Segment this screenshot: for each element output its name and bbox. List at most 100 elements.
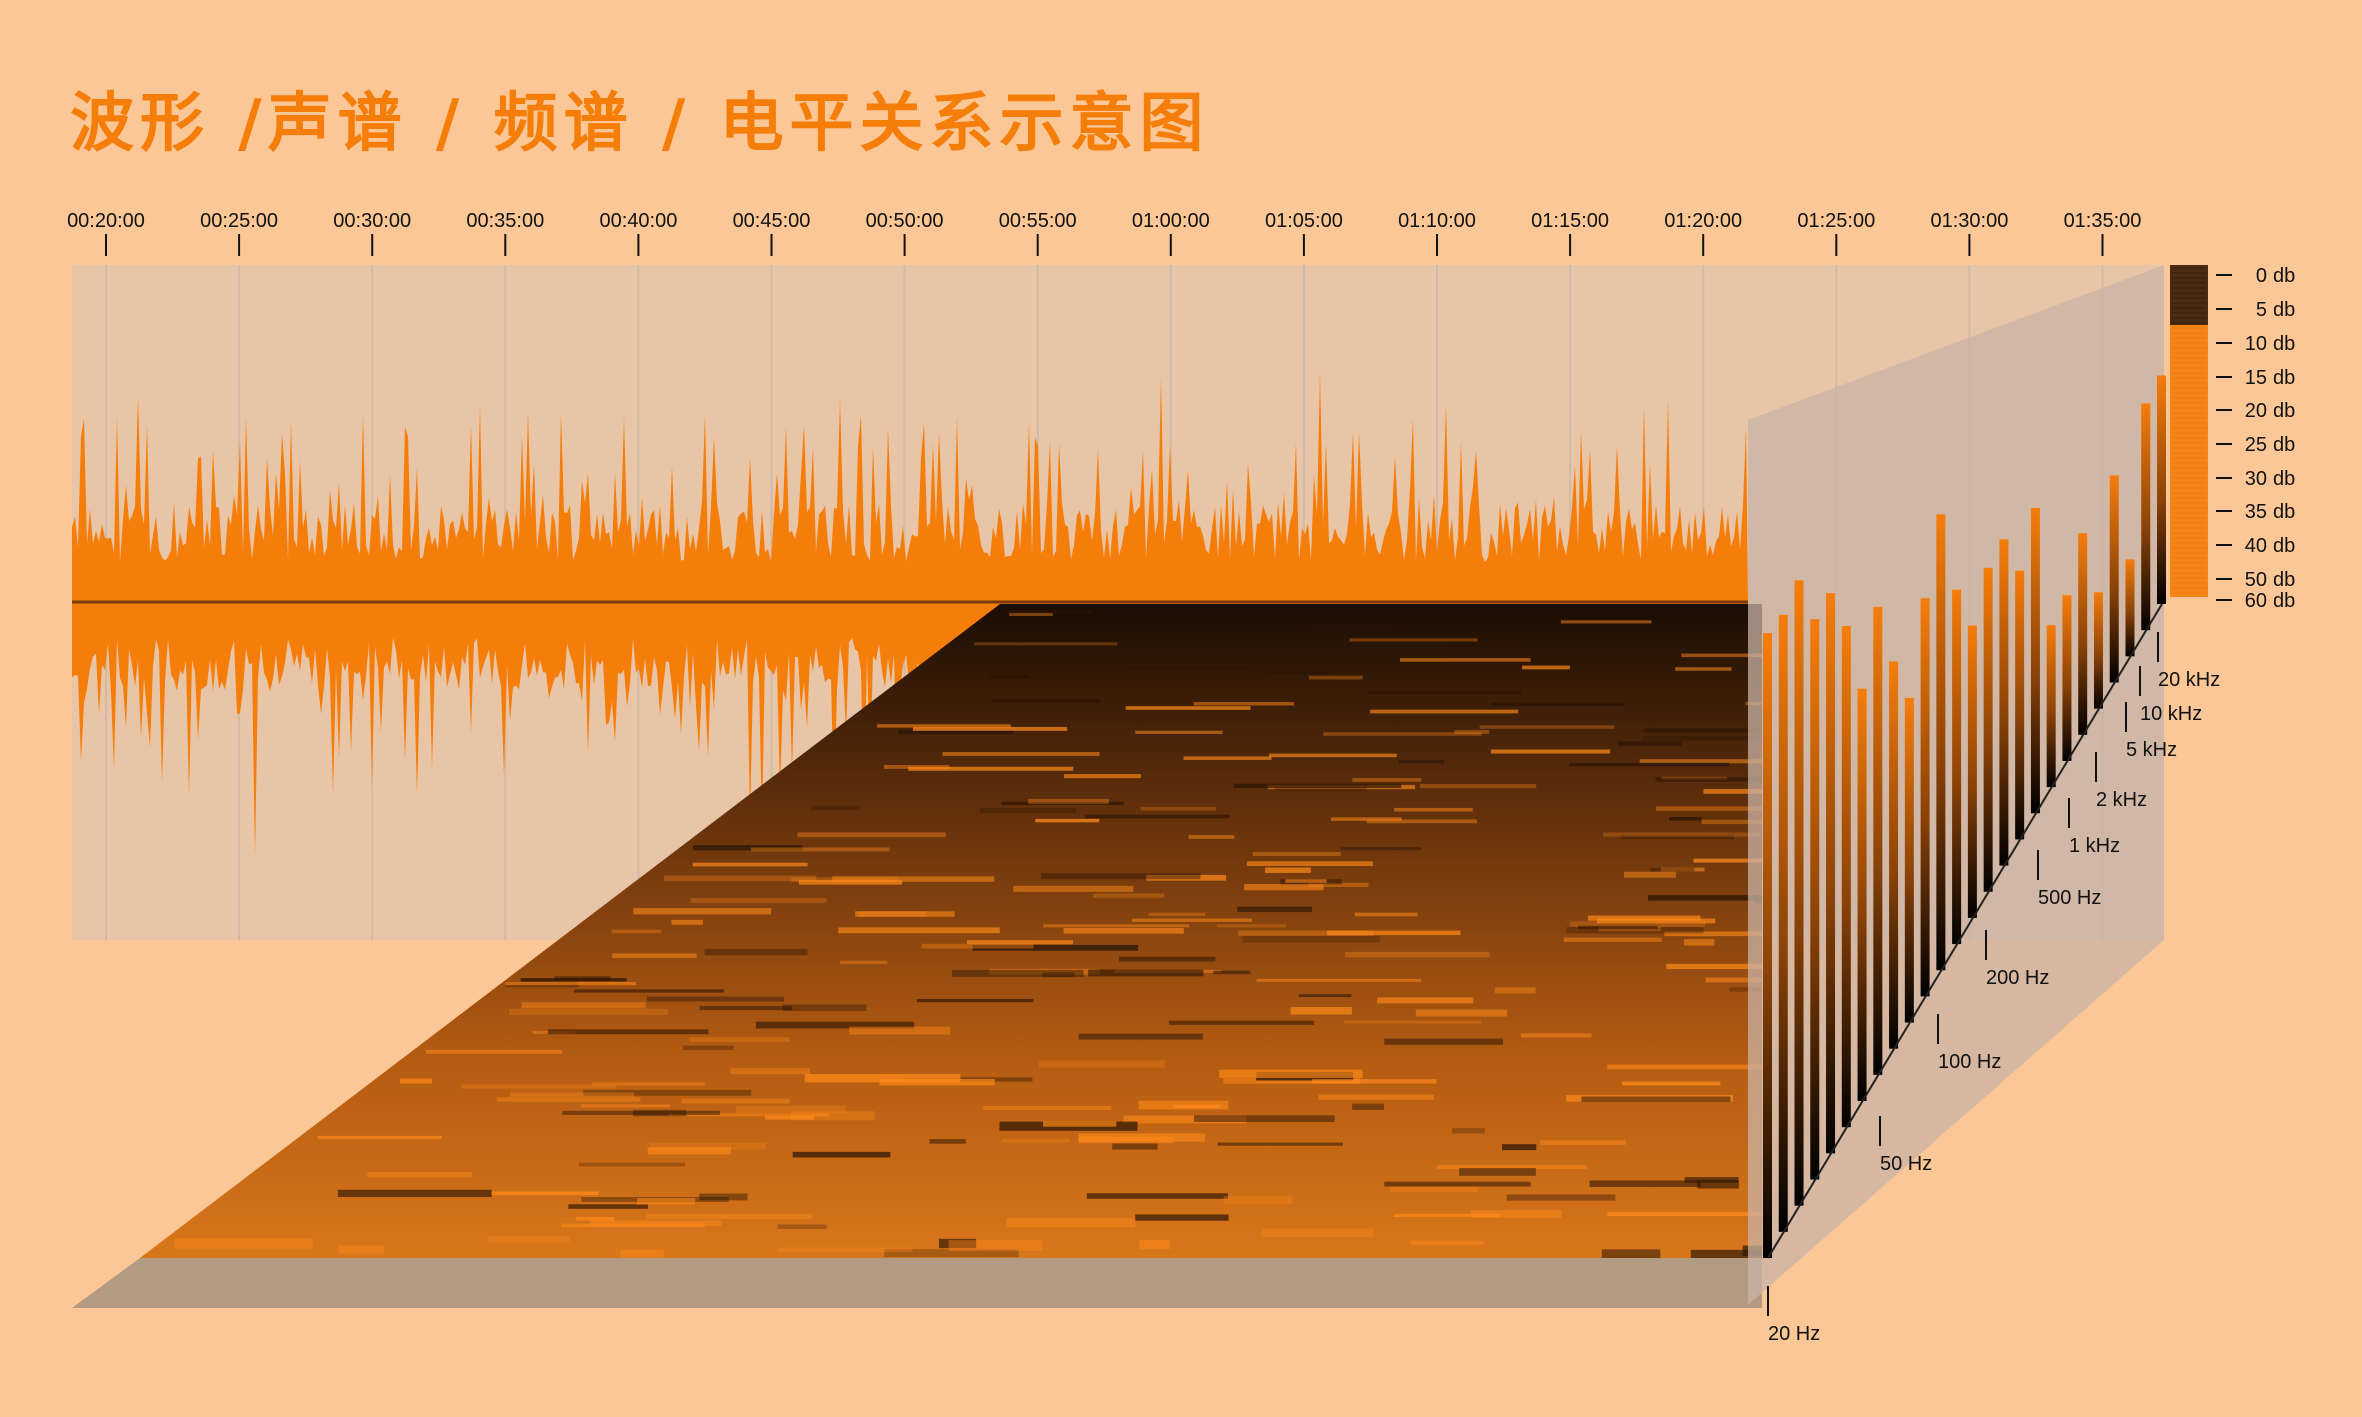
spectrogram-streak xyxy=(1354,912,1418,917)
spectrogram-streak xyxy=(1607,1064,1762,1070)
spectrogram-streak xyxy=(1308,675,1363,680)
spectrum-bar xyxy=(1794,580,1804,1206)
spectrogram-streak xyxy=(1570,921,1705,927)
spectrogram-streak xyxy=(1146,874,1227,881)
spectrogram-streak xyxy=(1377,997,1474,1004)
level-tick-number: 25 xyxy=(2245,434,2267,456)
spectrogram-streak xyxy=(1135,1214,1229,1221)
spectrogram-streak xyxy=(777,1224,827,1229)
spectrogram-streak xyxy=(592,1082,706,1086)
spectrogram-streak xyxy=(646,1213,812,1220)
spectrogram-streak xyxy=(1344,1020,1482,1024)
spectrogram-streak xyxy=(1490,749,1611,754)
spectrogram-streak xyxy=(1470,1210,1562,1219)
spectrogram-streak xyxy=(574,989,724,993)
spectrogram-streak xyxy=(1125,706,1251,710)
spectrogram-streak xyxy=(1620,834,1735,840)
spectrogram-streak xyxy=(1410,1240,1484,1245)
spectrogram-streak xyxy=(1729,987,1762,992)
spectrogram-streak xyxy=(692,845,803,851)
level-tick-number: 15 xyxy=(2245,367,2267,389)
spectrogram-streak xyxy=(1264,867,1311,873)
spectrogram-streak xyxy=(1345,951,1490,958)
spectrogram-streak xyxy=(1603,832,1760,837)
spectrogram-streak xyxy=(521,1002,646,1009)
spectrogram-streak xyxy=(1420,784,1537,789)
spectrogram-streak xyxy=(1596,918,1716,924)
spectrogram-streak xyxy=(952,969,1084,977)
spectrogram-streak xyxy=(1063,928,1184,934)
spectrogram-streak xyxy=(908,766,1074,771)
spectrogram-streak xyxy=(1256,978,1422,982)
spectrogram-streak xyxy=(1078,1133,1206,1142)
spectrogram-streak xyxy=(992,699,1101,704)
spectrogram-streak xyxy=(690,897,827,903)
spectrogram-streak xyxy=(1560,620,1652,624)
spectrogram-streak xyxy=(1581,1096,1731,1102)
spectrogram-streak xyxy=(1183,756,1272,760)
time-tick-label: 01:05:00 xyxy=(1265,210,1343,232)
level-tick-unit: db xyxy=(2273,501,2295,523)
spectrum-bar xyxy=(2046,625,2056,788)
spectrum-bar xyxy=(2062,595,2072,761)
spectrum-bar xyxy=(2093,592,2103,709)
spectrogram-streak xyxy=(1038,1060,1165,1068)
spectrogram-streak xyxy=(1589,1180,1701,1188)
spectrogram-streak xyxy=(520,978,627,982)
spectrogram-streak xyxy=(1578,925,1658,929)
spectrogram-streak xyxy=(509,1008,669,1015)
spectrogram-streak xyxy=(1384,1038,1504,1045)
spectrogram-streak xyxy=(1078,1033,1203,1040)
time-tick-label: 00:50:00 xyxy=(866,210,944,232)
spectrogram-streak xyxy=(1092,893,1165,898)
time-tick-label: 01:15:00 xyxy=(1531,210,1609,232)
spectrogram-streak xyxy=(730,1068,811,1075)
level-tick-unit: db xyxy=(2273,299,2295,321)
frequency-tick-label: 20 kHz xyxy=(2158,669,2220,691)
spectrogram-streak xyxy=(578,1162,686,1167)
spectrogram-streak xyxy=(1086,1193,1229,1199)
level-tick-number: 40 xyxy=(2245,535,2267,557)
spectrogram-streak xyxy=(1451,1128,1485,1134)
time-tick-label: 01:20:00 xyxy=(1664,210,1742,232)
spectrogram-streak xyxy=(590,1220,722,1226)
spectrogram-streak xyxy=(1639,759,1762,764)
spectrogram-streak xyxy=(1690,1249,1762,1258)
spectrogram-streak xyxy=(1135,730,1223,734)
spectrogram-streak xyxy=(1244,884,1324,891)
spectrogram-streak xyxy=(1390,1187,1478,1193)
spectrogram-streak xyxy=(1566,927,1704,934)
spectrogram-streak xyxy=(1370,709,1519,714)
spectrogram-streak xyxy=(1168,1020,1315,1025)
spectrogram-streak xyxy=(1223,1195,1293,1205)
spectrogram-streak xyxy=(1393,1213,1501,1218)
time-tick-label: 01:25:00 xyxy=(1797,210,1875,232)
spectrogram-streak xyxy=(1666,963,1762,970)
frequency-axis-line xyxy=(1767,603,2163,1259)
spectrogram-streak xyxy=(735,1105,846,1114)
spectrum-bar xyxy=(2141,403,2151,631)
spectrogram-streak xyxy=(647,1147,732,1155)
spectrogram-streak xyxy=(681,1098,790,1104)
time-tick-label: 01:30:00 xyxy=(1930,210,2008,232)
spectrogram-streak xyxy=(1140,806,1217,811)
spectrogram-streak xyxy=(581,1104,671,1108)
spectrogram-streak xyxy=(173,1238,313,1249)
spectrogram-streak xyxy=(1216,924,1287,928)
level-tick-unit: db xyxy=(2273,367,2295,389)
spectrum-bar xyxy=(1936,514,1946,971)
level-tick-unit: db xyxy=(2273,265,2295,287)
time-tick-label: 00:30:00 xyxy=(333,210,411,232)
spectrogram-streak xyxy=(1340,847,1422,851)
level-tick-unit: db xyxy=(2273,434,2295,456)
time-tick-label: 00:40:00 xyxy=(599,210,677,232)
spectrogram-streak xyxy=(855,911,955,917)
spectrogram-streak xyxy=(1028,798,1109,804)
level-tick-number: 60 xyxy=(2245,590,2267,612)
spectrogram-streak xyxy=(1681,653,1762,658)
spectrogram-streak xyxy=(612,953,697,958)
spectrogram-streak xyxy=(668,1113,830,1117)
spectrogram-streak xyxy=(487,1235,570,1243)
spectrogram-streak xyxy=(1618,741,1682,746)
spectrogram-streak xyxy=(1643,728,1762,733)
